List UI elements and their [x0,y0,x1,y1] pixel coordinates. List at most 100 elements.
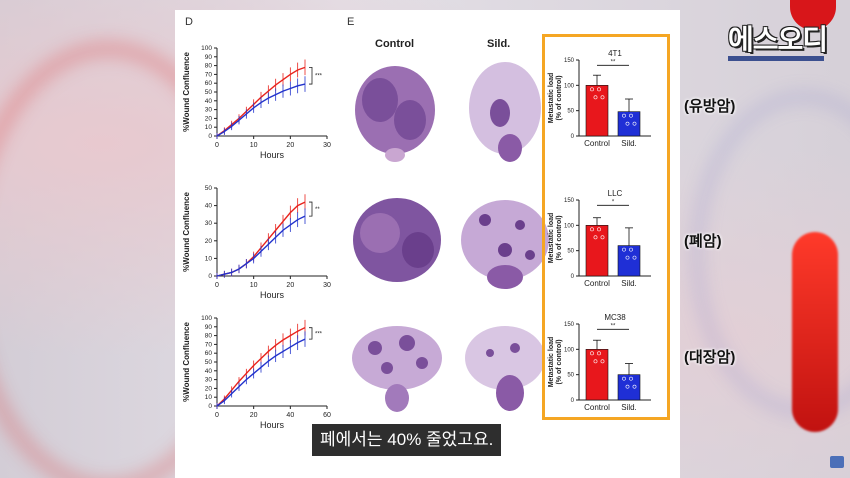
figure-panel: D E 0 10 20 30 40 50 60 70 80 90 100 0 10 20 30 Hours %W… [175,10,680,478]
significance-label: *** [315,331,323,337]
x-tick-label: 10 [250,282,258,289]
significance-label: * [612,199,615,205]
y-tick-label: 20 [205,385,213,392]
y-tick-label: 30 [205,107,213,114]
data-point [625,121,630,126]
data-point [629,376,633,381]
chart-title: MC38 [604,313,626,322]
data-point [632,255,637,260]
tissue-control-mc38 [352,326,442,412]
y-tick-label: 40 [205,203,213,210]
metastatic-chart-llc: LLC 0 50 100 150 Metastatic load (% of control… [548,189,651,288]
data-point [600,235,605,240]
logo-text: 에스오디 [728,24,828,55]
data-point [625,384,630,389]
y-axis-label: (% of control) [556,215,563,260]
y-axis-label: Metastatic load [548,337,555,388]
wound-chart-llc: 0 10 20 30 40 50 0 10 20 30 Hours %Wound Confluence… [182,185,331,300]
data-point [590,351,594,356]
x-tick-label: 20 [250,412,258,419]
y-tick-label: 100 [564,223,575,229]
significance-bracket [309,201,313,217]
subtitle-caption: 폐에서는 40% 줄었고요. [312,424,502,456]
data-point [597,87,601,92]
data-point [625,255,630,260]
x-axis-label: Hours [260,290,285,300]
y-tick-label: 0 [571,398,575,404]
y-tick-label: 0 [571,274,575,280]
label-breast-cancer: (유방암) [684,98,736,115]
x-tick-label: 20 [286,142,294,149]
y-tick-label: 90 [205,54,213,61]
x-tick-label: 10 [250,142,258,149]
y-tick-label: 80 [205,63,213,70]
data-point [600,95,605,100]
data-point [629,113,633,118]
y-tick-label: 90 [205,324,213,331]
y-tick-label: 60 [205,350,213,357]
channel-logo: 에스오디 [728,18,828,61]
data-point [593,235,598,240]
y-tick-label: 70 [205,71,213,78]
x-axis-label: Hours [260,150,285,160]
corner-watermark-icon [830,456,844,468]
significance-bracket [309,327,313,340]
y-axis-label: (% of control) [556,339,563,384]
y-axis-label: Metastatic load [548,213,555,264]
bar-1 [617,245,641,277]
column-title-control: Control [375,38,415,50]
chart-title: LLC [608,189,623,198]
y-tick-label: 20 [205,238,213,245]
tissue-sild-4t1 [469,62,541,162]
data-point [622,113,626,118]
data-point [597,351,601,356]
x-tick-label: Sild. [621,403,637,412]
y-tick-label: 50 [567,373,574,379]
data-point [590,227,594,232]
metastatic-chart-4t1: 4T1 0 50 100 150 Metastatic load (% of control… [548,49,651,148]
data-point [632,121,637,126]
x-tick-label: Control [584,403,610,412]
x-tick-label: 60 [323,412,331,419]
y-tick-label: 0 [208,273,212,280]
y-tick-label: 100 [201,315,212,322]
x-tick-label: 20 [286,282,294,289]
y-tick-label: 0 [571,134,575,140]
tissue-control-llc [353,198,441,282]
x-tick-label: 0 [215,142,219,149]
data-point [622,247,626,252]
y-tick-label: 30 [205,377,213,384]
x-tick-label: Sild. [621,139,637,148]
label-lung-cancer: (폐암) [684,233,722,250]
x-tick-label: 40 [286,412,294,419]
tissue-sild-llc [461,200,549,289]
background-red-bar [792,232,838,432]
y-tick-label: 10 [205,394,213,401]
significance-bracket [309,66,313,85]
label-colon-cancer: (대장암) [684,349,736,366]
metastatic-chart-mc38: MC38 0 50 100 150 Metastatic load (% of contro… [548,313,651,412]
y-tick-label: 40 [205,98,213,105]
panel-letter-d: D [185,16,193,28]
chart-title: 4T1 [608,49,622,58]
data-point [600,359,605,364]
y-tick-label: 100 [564,347,575,353]
data-point [590,87,594,92]
column-title-sild: Sild. [487,38,511,50]
data-point [593,95,598,100]
significance-label: ** [315,207,320,213]
y-tick-label: 150 [564,322,575,328]
y-axis-label: Metastatic load [548,73,555,124]
y-tick-label: 0 [208,403,212,410]
x-tick-label: 0 [215,282,219,289]
x-tick-label: Control [584,139,610,148]
y-tick-label: 80 [205,333,213,340]
x-axis-label: Hours [260,420,285,430]
y-axis-label: %Wound Confluence [182,322,191,402]
x-tick-label: Control [584,279,610,288]
bar-0 [585,349,609,401]
y-axis-label: %Wound Confluence [182,192,191,272]
tissue-sild-mc38 [465,326,545,411]
x-tick-label: 30 [323,282,331,289]
